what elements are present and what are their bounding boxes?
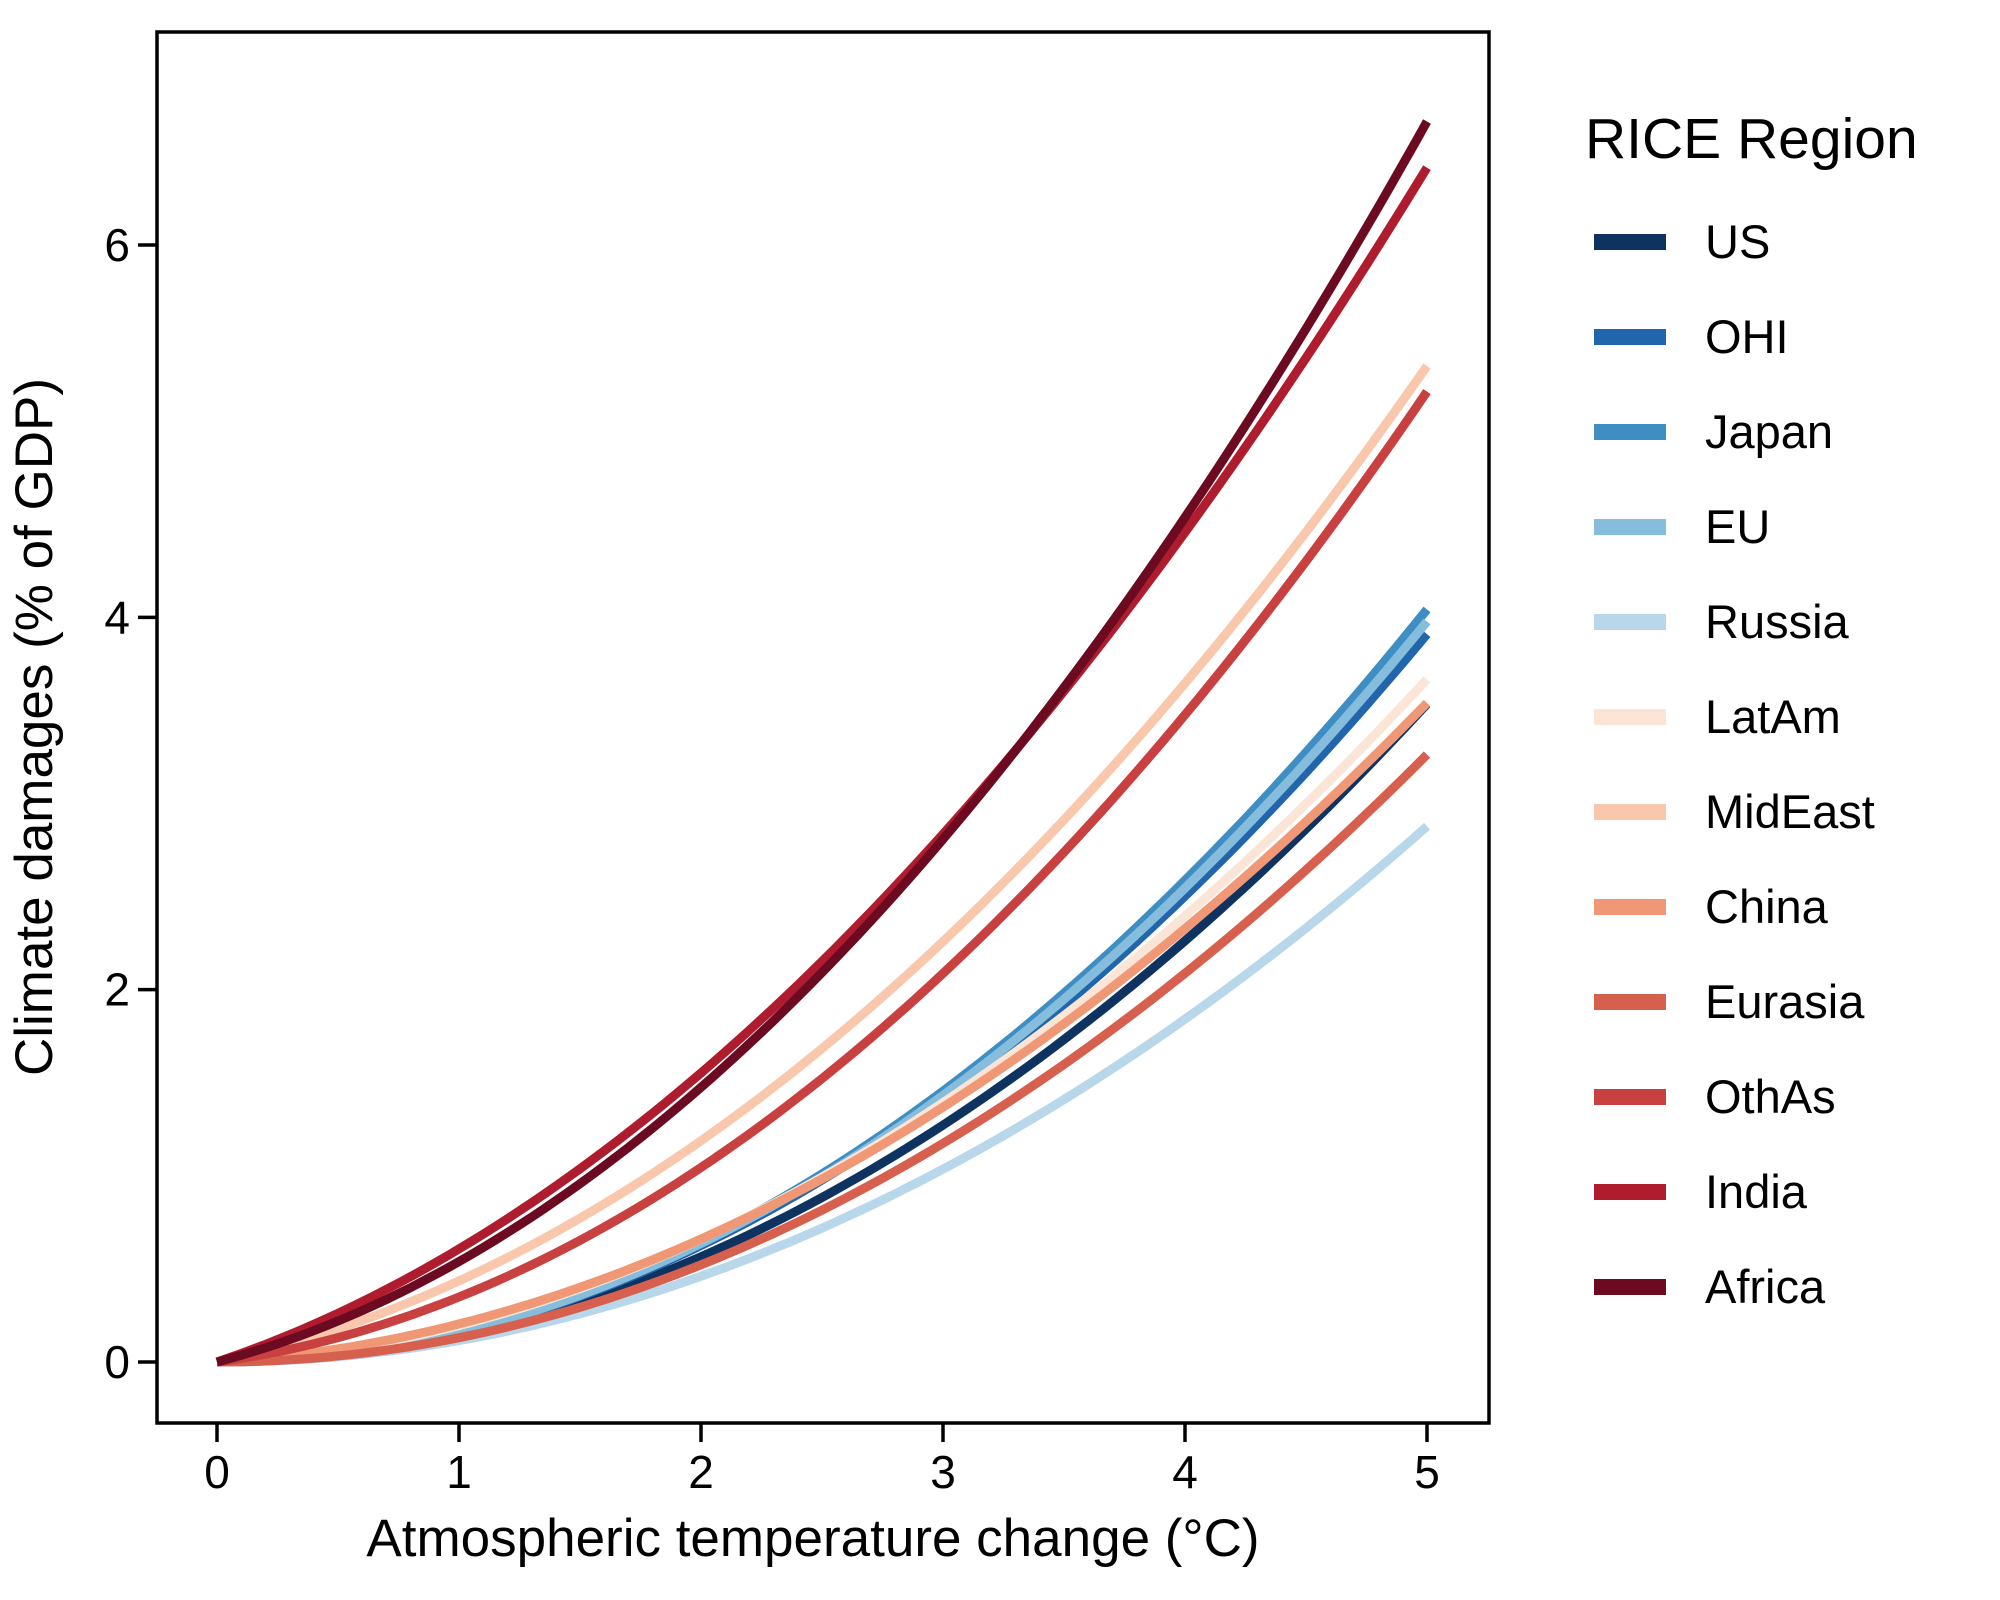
y-axis-tick-label: 0	[104, 1336, 130, 1388]
y-axis-tick-label: 6	[104, 219, 130, 271]
x-axis-tick-label: 5	[1414, 1446, 1440, 1498]
x-axis-tick-label: 1	[446, 1446, 472, 1498]
series-line-MidEast	[216, 363, 1431, 1367]
legend-swatch-India	[1594, 1184, 1666, 1200]
legend-swatch-Russia	[1594, 614, 1666, 630]
series-line-China	[216, 699, 1431, 1367]
legend-swatch-Africa	[1594, 1279, 1666, 1295]
legend-label-LatAm: LatAm	[1705, 690, 1841, 743]
legend-label-India: India	[1705, 1165, 1808, 1218]
legend-label-Russia: Russia	[1705, 595, 1850, 648]
legend-label-Japan: Japan	[1705, 405, 1833, 458]
series-line-OthAs	[216, 389, 1431, 1367]
legend-swatch-EU	[1594, 519, 1666, 535]
legend-label-Eurasia: Eurasia	[1705, 975, 1865, 1028]
legend-swatch-Japan	[1594, 424, 1666, 440]
legend-swatch-Eurasia	[1594, 994, 1666, 1010]
series-line-Africa	[215, 119, 1431, 1367]
legend-swatch-US	[1594, 234, 1666, 250]
legend-label-OthAs: OthAs	[1705, 1070, 1836, 1123]
legend-label-China: China	[1705, 880, 1829, 933]
x-axis-title: Atmospheric temperature change (°C)	[366, 1509, 1259, 1568]
x-axis-tick-label: 0	[204, 1446, 230, 1498]
legend-swatch-LatAm	[1594, 709, 1666, 725]
legend-title: RICE Region	[1585, 107, 1918, 171]
panel-border	[155, 30, 1491, 1425]
x-axis-tick-label: 2	[688, 1446, 714, 1498]
legend-swatch-China	[1594, 899, 1666, 915]
x-axis-tick-label: 3	[930, 1446, 956, 1498]
legend-label-EU: EU	[1705, 500, 1770, 553]
legend-swatch-OthAs	[1594, 1089, 1666, 1105]
legend-label-US: US	[1705, 215, 1770, 268]
legend-swatch-OHI	[1594, 329, 1666, 345]
y-axis-tick-label: 2	[104, 964, 130, 1016]
y-axis-tick-label: 4	[104, 591, 130, 643]
legend-label-MidEast: MidEast	[1705, 785, 1875, 838]
legend-label-OHI: OHI	[1705, 310, 1789, 363]
legend-swatch-MidEast	[1594, 804, 1666, 820]
x-axis-tick-label: 4	[1172, 1446, 1198, 1498]
legend-label-Africa: Africa	[1705, 1260, 1826, 1313]
series-line-Eurasia	[216, 751, 1431, 1367]
series-line-India	[215, 165, 1431, 1367]
y-axis-title: Climate damages (% of GDP)	[5, 378, 64, 1076]
